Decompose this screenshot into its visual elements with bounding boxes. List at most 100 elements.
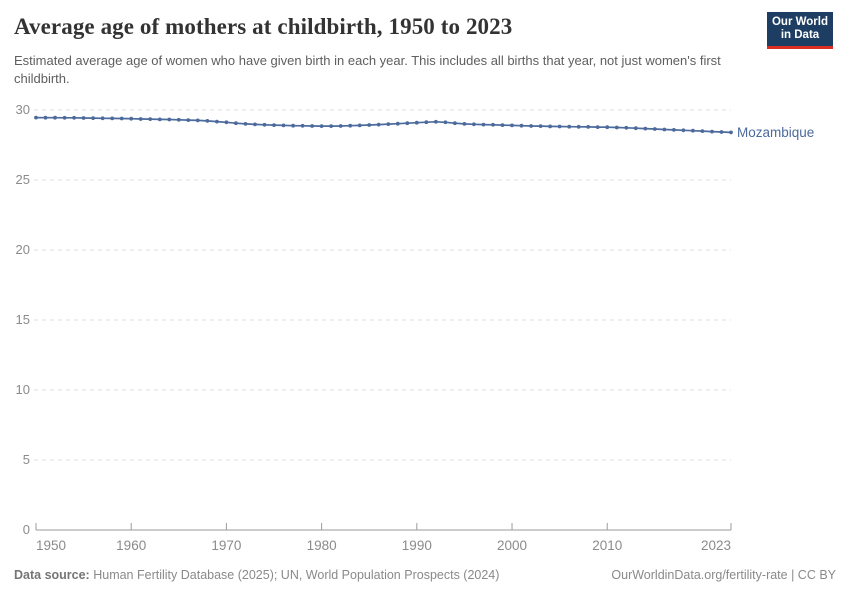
x-tick-label: 1990	[402, 538, 432, 553]
data-point[interactable]	[224, 120, 229, 125]
data-point[interactable]	[53, 115, 57, 120]
data-point[interactable]	[338, 124, 343, 128]
data-point[interactable]	[567, 124, 572, 129]
x-tick-label: 1970	[211, 538, 241, 553]
data-point[interactable]	[443, 120, 448, 125]
chart-subtitle: Estimated average age of women who have …	[14, 53, 721, 86]
data-point[interactable]	[310, 124, 314, 128]
data-point[interactable]	[243, 122, 248, 126]
data-point[interactable]	[614, 125, 619, 130]
data-point[interactable]	[605, 125, 610, 130]
x-tick-label: 1980	[307, 538, 337, 553]
data-point[interactable]	[176, 117, 181, 122]
data-point[interactable]	[500, 123, 505, 127]
data-point[interactable]	[319, 124, 324, 128]
data-point[interactable]	[43, 115, 48, 120]
data-point[interactable]	[272, 123, 276, 127]
data-point[interactable]	[595, 125, 600, 129]
y-tick-label: 10	[16, 382, 30, 397]
data-point[interactable]	[462, 122, 467, 126]
owid-logo[interactable]: Our World in Data	[767, 12, 833, 49]
data-point[interactable]	[262, 122, 267, 127]
data-point[interactable]	[119, 116, 124, 121]
data-point[interactable]	[424, 120, 429, 125]
data-point[interactable]	[329, 124, 333, 128]
data-point[interactable]	[72, 115, 76, 120]
data-point[interactable]	[138, 117, 143, 121]
data-point[interactable]	[719, 130, 724, 134]
data-point[interactable]	[91, 116, 95, 120]
data-point[interactable]	[395, 121, 400, 126]
data-source-value: Human Fertility Database (2025); UN, Wor…	[93, 568, 500, 582]
data-point[interactable]	[215, 119, 219, 124]
chart-title: Average age of mothers at childbirth, 19…	[14, 14, 513, 39]
data-point[interactable]	[386, 122, 391, 126]
y-tick-label: 0	[23, 522, 30, 537]
owid-logo-line2: in Data	[780, 29, 820, 41]
chart-footer: Data source: Human Fertility Database (2…	[14, 568, 836, 582]
data-point[interactable]	[195, 118, 200, 123]
y-tick-label: 25	[16, 172, 30, 187]
data-point[interactable]	[472, 122, 476, 127]
data-point[interactable]	[281, 123, 286, 128]
data-point[interactable]	[234, 121, 238, 126]
data-point[interactable]	[538, 124, 543, 128]
line-chart[interactable]: 0 5 10 15 20 25 30 1950 1960 1970 1980 1990 2000 2010…	[0, 95, 850, 565]
data-point[interactable]	[414, 120, 419, 125]
data-point[interactable]	[652, 127, 657, 131]
data-point[interactable]	[729, 130, 733, 135]
x-tick-label: 2000	[497, 538, 527, 553]
data-point[interactable]	[510, 123, 514, 128]
license-note: OurWorldinData.org/fertility-rate | CC B…	[611, 568, 836, 582]
data-point[interactable]	[300, 123, 305, 128]
data-point[interactable]	[681, 128, 686, 133]
x-tick-label: 1960	[116, 538, 146, 553]
data-point[interactable]	[81, 116, 86, 120]
data-point[interactable]	[519, 123, 524, 128]
series-label: Mozambique	[737, 125, 814, 140]
data-point[interactable]	[548, 124, 552, 129]
data-point[interactable]	[586, 125, 591, 129]
data-point[interactable]	[491, 122, 495, 127]
data-point[interactable]	[376, 122, 381, 127]
data-point[interactable]	[529, 124, 533, 128]
data-point[interactable]	[557, 124, 562, 129]
data-point[interactable]	[481, 122, 486, 127]
data-point[interactable]	[367, 123, 372, 127]
data-point[interactable]	[576, 124, 581, 129]
data-point[interactable]	[110, 116, 115, 121]
data-point[interactable]	[167, 117, 172, 122]
data-point[interactable]	[129, 116, 134, 121]
data-source-label: Data source:	[14, 568, 90, 582]
data-point[interactable]	[434, 119, 438, 124]
y-tick-label: 20	[16, 242, 30, 257]
x-tick-label: 2010	[592, 538, 622, 553]
data-point[interactable]	[691, 128, 695, 133]
data-point[interactable]	[157, 117, 162, 122]
data-point[interactable]	[100, 116, 105, 121]
data-point[interactable]	[643, 126, 648, 131]
data-point[interactable]	[186, 118, 191, 122]
x-tick-label: 1950	[36, 538, 66, 553]
y-tick-label: 5	[23, 452, 30, 467]
data-point[interactable]	[662, 127, 667, 132]
data-point[interactable]	[710, 129, 714, 134]
data-point[interactable]	[253, 122, 257, 127]
data-point[interactable]	[205, 119, 210, 123]
y-tick-label: 30	[16, 102, 30, 117]
data-source-note: Data source: Human Fertility Database (2…	[14, 568, 499, 582]
data-point[interactable]	[357, 123, 362, 128]
data-point[interactable]	[453, 121, 457, 126]
data-point[interactable]	[348, 123, 353, 128]
data-point[interactable]	[148, 117, 153, 121]
data-point[interactable]	[34, 115, 38, 120]
data-point[interactable]	[624, 125, 629, 130]
data-point[interactable]	[405, 121, 410, 126]
data-point[interactable]	[672, 128, 676, 132]
x-tick-label: 2023	[701, 538, 731, 553]
data-point[interactable]	[62, 115, 67, 120]
data-point[interactable]	[700, 129, 705, 133]
data-point[interactable]	[633, 126, 638, 131]
data-point[interactable]	[291, 123, 295, 128]
